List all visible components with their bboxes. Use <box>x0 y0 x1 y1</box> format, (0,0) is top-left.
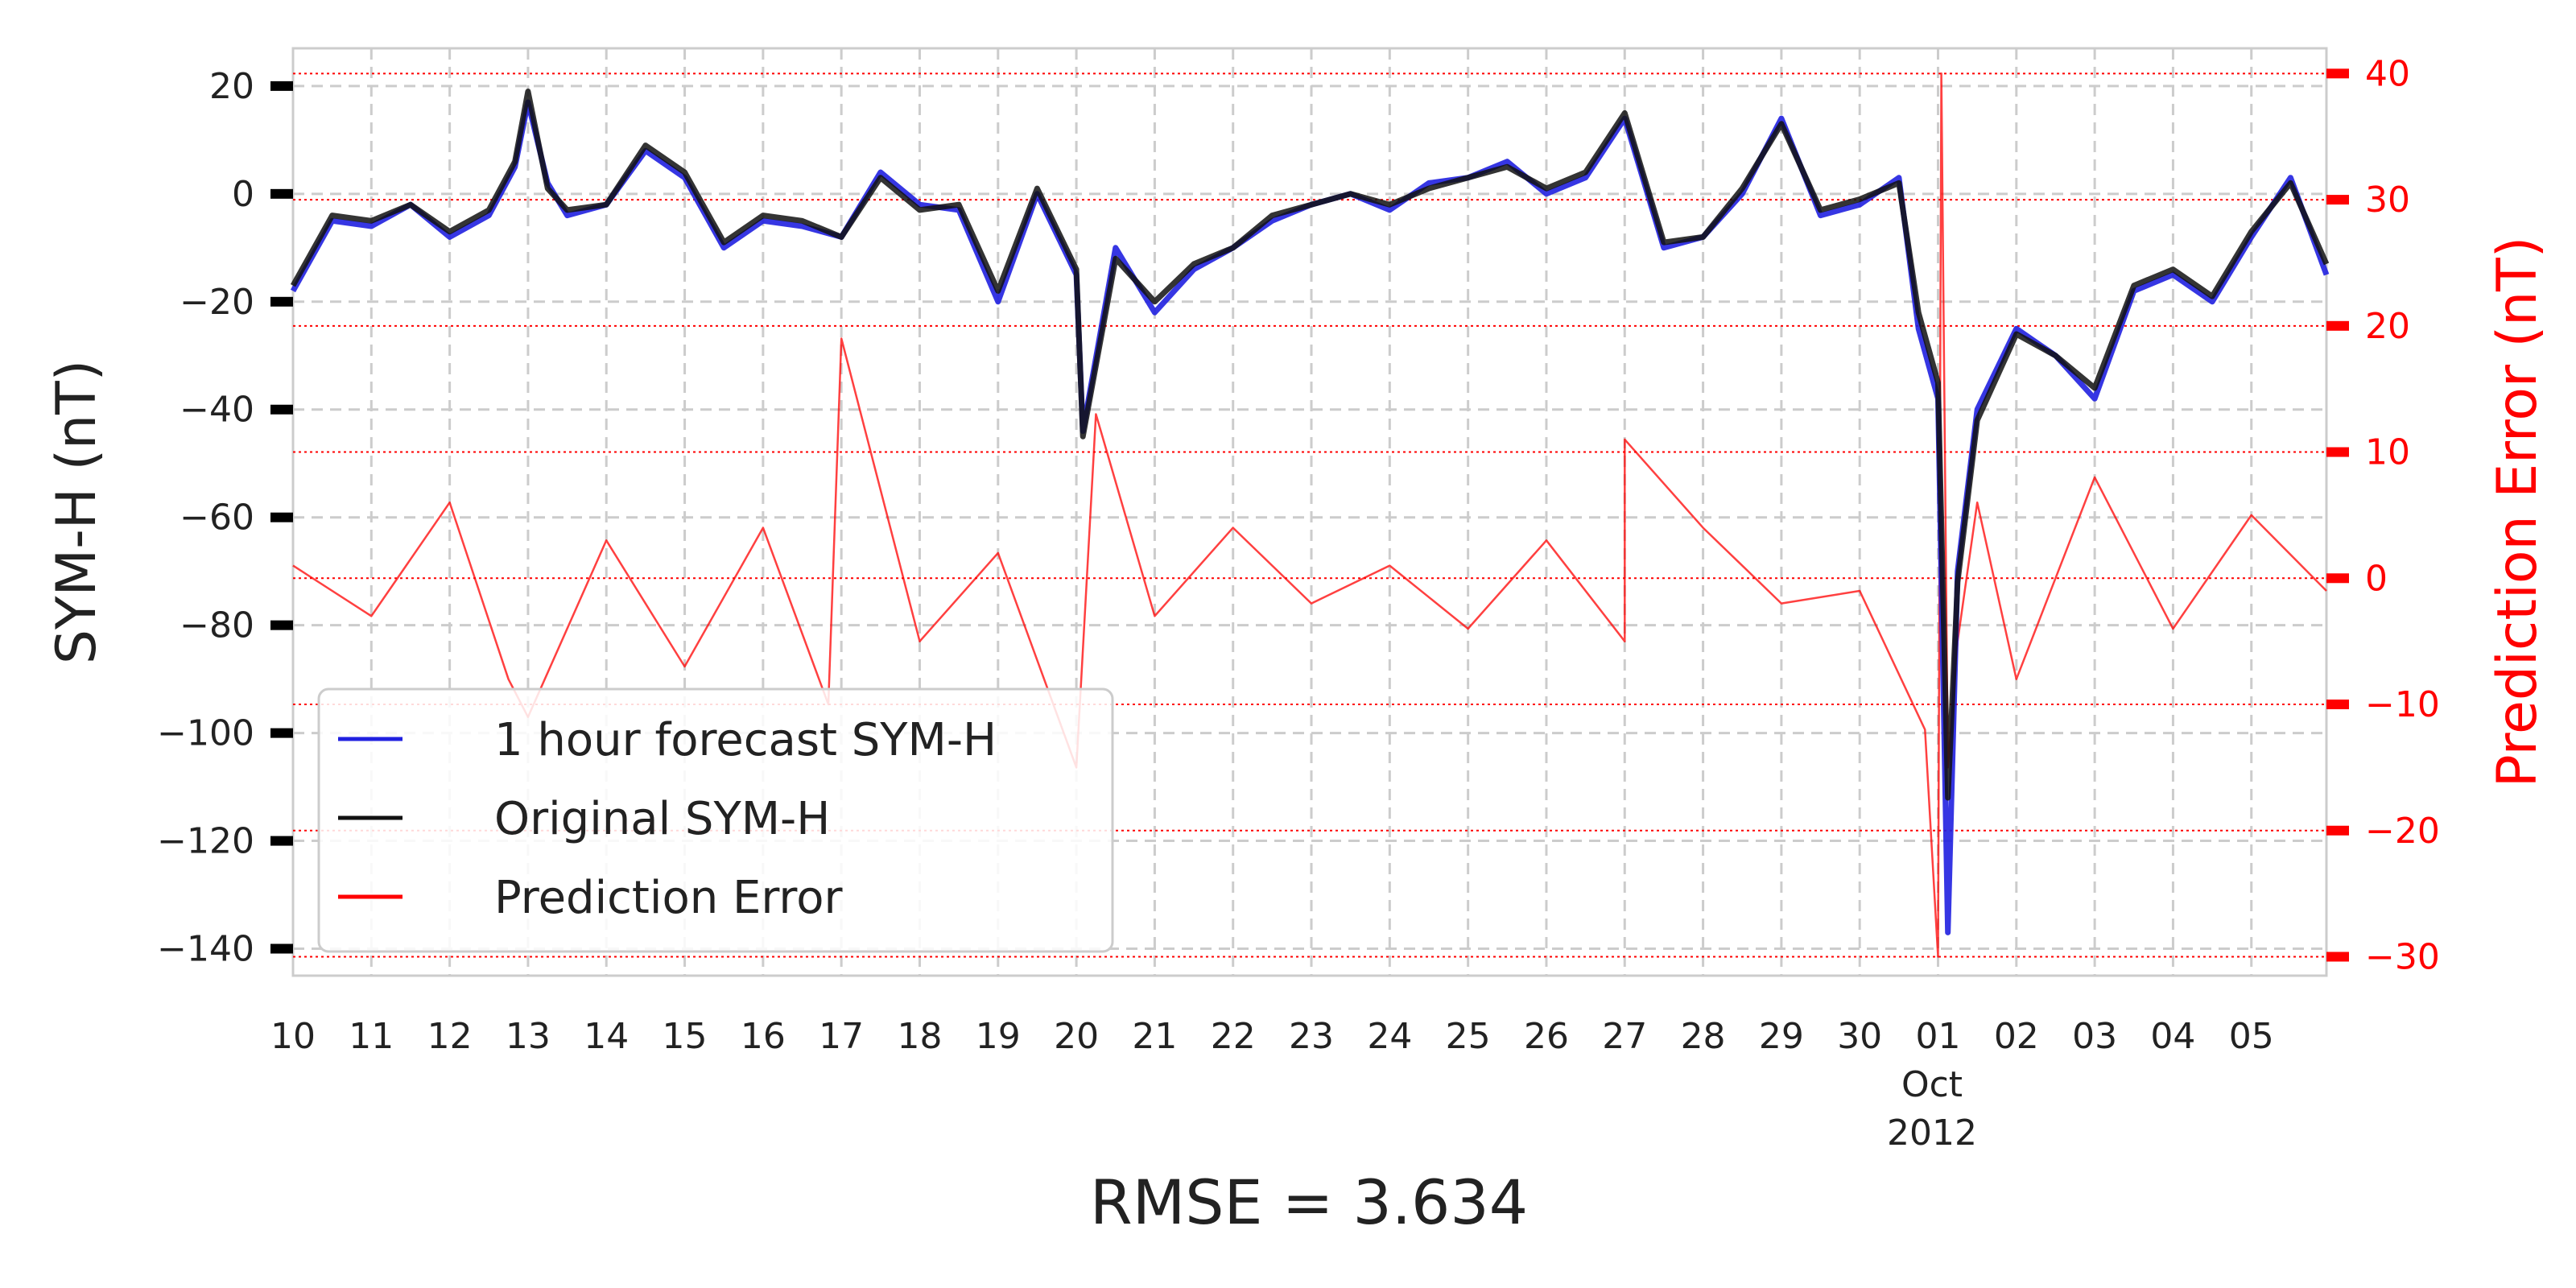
x-tick-label: 18 <box>897 1016 942 1057</box>
y-right-tick-label: 0 <box>2365 558 2388 599</box>
y-right-tick <box>2326 700 2349 710</box>
y-left-tick <box>270 80 293 91</box>
y-left-tick <box>270 620 293 630</box>
y-left-tick <box>270 404 293 415</box>
axes-layer: 10 11 12 13 14 15 16 17 18 19 20 21 22 23 24 25 26 27 28 29… <box>157 53 2440 1057</box>
x-axis-label: RMSE = 3.634 <box>1090 1166 1528 1238</box>
y-right-tick-label: 30 <box>2365 180 2410 221</box>
y-left-tick <box>270 296 293 307</box>
x-tick-label: 13 <box>506 1016 551 1057</box>
legend-label-error: Prediction Error <box>494 872 843 924</box>
x-tick-label: 28 <box>1681 1016 1726 1057</box>
x-tick-label: 21 <box>1132 1016 1177 1057</box>
x-tick-label: 14 <box>584 1016 629 1057</box>
x-tick-label: 04 <box>2150 1016 2195 1057</box>
y-left-tick-label: −100 <box>157 713 254 754</box>
y-left-tick <box>270 836 293 846</box>
y-left-tick-label: −120 <box>157 821 254 862</box>
y-right-tick <box>2326 195 2349 205</box>
y-right-tick-label: 20 <box>2365 306 2410 347</box>
y-left-tick-label: −20 <box>180 282 254 323</box>
y-left-tick-label: −80 <box>180 605 254 646</box>
x-tick-label: 30 <box>1837 1016 1882 1057</box>
x-tick-label: 01 <box>1916 1016 1961 1057</box>
x-tick-label: 29 <box>1759 1016 1804 1057</box>
x-tick-label: 11 <box>349 1016 394 1057</box>
x-year-label: 2012 <box>1887 1113 1977 1154</box>
y-left-tick <box>270 943 293 954</box>
x-tick-label: 24 <box>1367 1016 1412 1057</box>
x-tick-label: 16 <box>741 1016 786 1057</box>
y-right-tick <box>2326 573 2349 584</box>
x-tick-label: 26 <box>1524 1016 1569 1057</box>
y-right-tick-label: −10 <box>2365 684 2440 725</box>
y-right-tick <box>2326 68 2349 79</box>
y-left-tick-label: −40 <box>180 390 254 431</box>
series-layer <box>290 72 2330 958</box>
y-right-tick-label: 40 <box>2365 53 2410 94</box>
right-axis-label: Prediction Error (nT) <box>2486 237 2549 787</box>
x-tick-label: 02 <box>1994 1016 2039 1057</box>
y-left-tick <box>270 188 293 199</box>
series-line-2 <box>292 72 2327 958</box>
y-left-tick <box>270 728 293 738</box>
x-tick-label: 12 <box>427 1016 473 1057</box>
x-tick-label: 20 <box>1054 1016 1099 1057</box>
x-tick-label: 05 <box>2229 1016 2274 1057</box>
y-right-tick <box>2326 825 2349 836</box>
x-tick-label: 17 <box>819 1016 864 1057</box>
y-right-tick <box>2326 320 2349 331</box>
x-tick-label: 23 <box>1289 1016 1334 1057</box>
y-left-tick-label: −140 <box>157 929 254 970</box>
legend-box <box>317 687 1114 953</box>
x-tick-label: 19 <box>976 1016 1021 1057</box>
x-tick-label: 15 <box>663 1016 708 1057</box>
x-tick-label: 03 <box>2072 1016 2117 1057</box>
left-axis-label: SYM-H (nT) <box>45 360 109 664</box>
x-tick-label: 25 <box>1446 1016 1491 1057</box>
x-tick-label: 22 <box>1211 1016 1256 1057</box>
y-right-tick-label: 10 <box>2365 432 2410 473</box>
x-tick-label: 10 <box>270 1016 316 1057</box>
y-left-tick-label: 20 <box>209 66 254 107</box>
x-tick-label: 27 <box>1602 1016 1647 1057</box>
y-right-tick-label: −30 <box>2365 936 2440 977</box>
y-left-tick-label: 0 <box>232 174 254 215</box>
series-line-1 <box>290 89 2330 801</box>
y-left-tick <box>270 512 293 522</box>
y-right-tick <box>2326 952 2349 962</box>
y-right-tick-label: −20 <box>2365 811 2440 852</box>
y-right-tick <box>2326 447 2349 457</box>
legend: 1 hour forecast SYM-H Original SYM-H Pre… <box>317 687 1114 953</box>
legend-label-forecast: 1 hour forecast SYM-H <box>494 714 997 766</box>
legend-label-original: Original SYM-H <box>494 793 830 845</box>
y-left-tick-label: −60 <box>180 497 254 539</box>
x-month-label: Oct <box>1901 1064 1963 1105</box>
